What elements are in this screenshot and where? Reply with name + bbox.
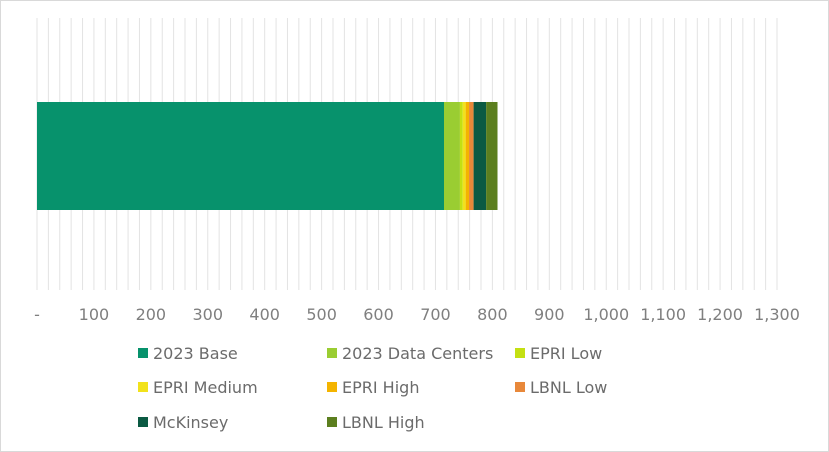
- legend-label: EPRI Low: [530, 343, 603, 363]
- x-tick-label: 1,200: [697, 305, 743, 324]
- x-tick-label: 1,300: [754, 305, 800, 324]
- legend-swatch: [327, 382, 337, 392]
- x-tick-label: 600: [363, 305, 394, 324]
- legend-item: EPRI High: [327, 376, 419, 398]
- legend-label: 2023 Base: [153, 343, 238, 363]
- x-tick-label: 100: [79, 305, 110, 324]
- legend-item: EPRI Medium: [138, 376, 258, 398]
- legend-label: LBNL High: [342, 412, 425, 432]
- legend-item: McKinsey: [138, 411, 228, 433]
- bar-segment-5: [469, 102, 474, 210]
- legend-item: 2023 Data Centers: [327, 342, 493, 364]
- bar-segment-7: [486, 102, 498, 210]
- legend-item: EPRI Low: [515, 342, 602, 364]
- legend-label: EPRI Medium: [153, 377, 258, 397]
- x-tick-label: 300: [192, 305, 223, 324]
- legend-swatch: [515, 348, 525, 358]
- x-tick-label: 200: [136, 305, 167, 324]
- x-tick-label: 800: [477, 305, 508, 324]
- x-tick-label: 700: [420, 305, 451, 324]
- bar-segment-3: [462, 102, 466, 210]
- legend-swatch: [138, 382, 148, 392]
- bar-segment-1: [444, 102, 460, 210]
- legend-label: 2023 Data Centers: [342, 343, 494, 363]
- legend-swatch: [327, 417, 337, 427]
- legend-swatch: [138, 348, 148, 358]
- x-tick-label: 400: [249, 305, 280, 324]
- bar-segment-6: [473, 102, 487, 210]
- bar-segment-0: [37, 102, 444, 210]
- bar-segment-2: [459, 102, 463, 210]
- legend-swatch: [327, 348, 337, 358]
- x-tick-label: 500: [306, 305, 337, 324]
- legend-label: McKinsey: [153, 412, 229, 432]
- x-tick-label: -: [34, 305, 40, 324]
- legend-item: LBNL Low: [515, 376, 607, 398]
- legend-item: 2023 Base: [138, 342, 238, 364]
- x-tick-label: 1,100: [640, 305, 686, 324]
- legend-swatch: [138, 417, 148, 427]
- legend-item: LBNL High: [327, 411, 425, 433]
- legend-label: EPRI High: [342, 377, 420, 397]
- x-tick-label: 1,000: [583, 305, 629, 324]
- bar-segment-4: [465, 102, 470, 210]
- legend-label: LBNL Low: [530, 377, 608, 397]
- x-axis-tick-labels: - 100 200 300 400 500 600 700 800 900 1,000 1,100 1,…: [34, 305, 800, 324]
- legend-swatch: [515, 382, 525, 392]
- x-tick-label: 900: [534, 305, 565, 324]
- bar-stack: [37, 102, 498, 210]
